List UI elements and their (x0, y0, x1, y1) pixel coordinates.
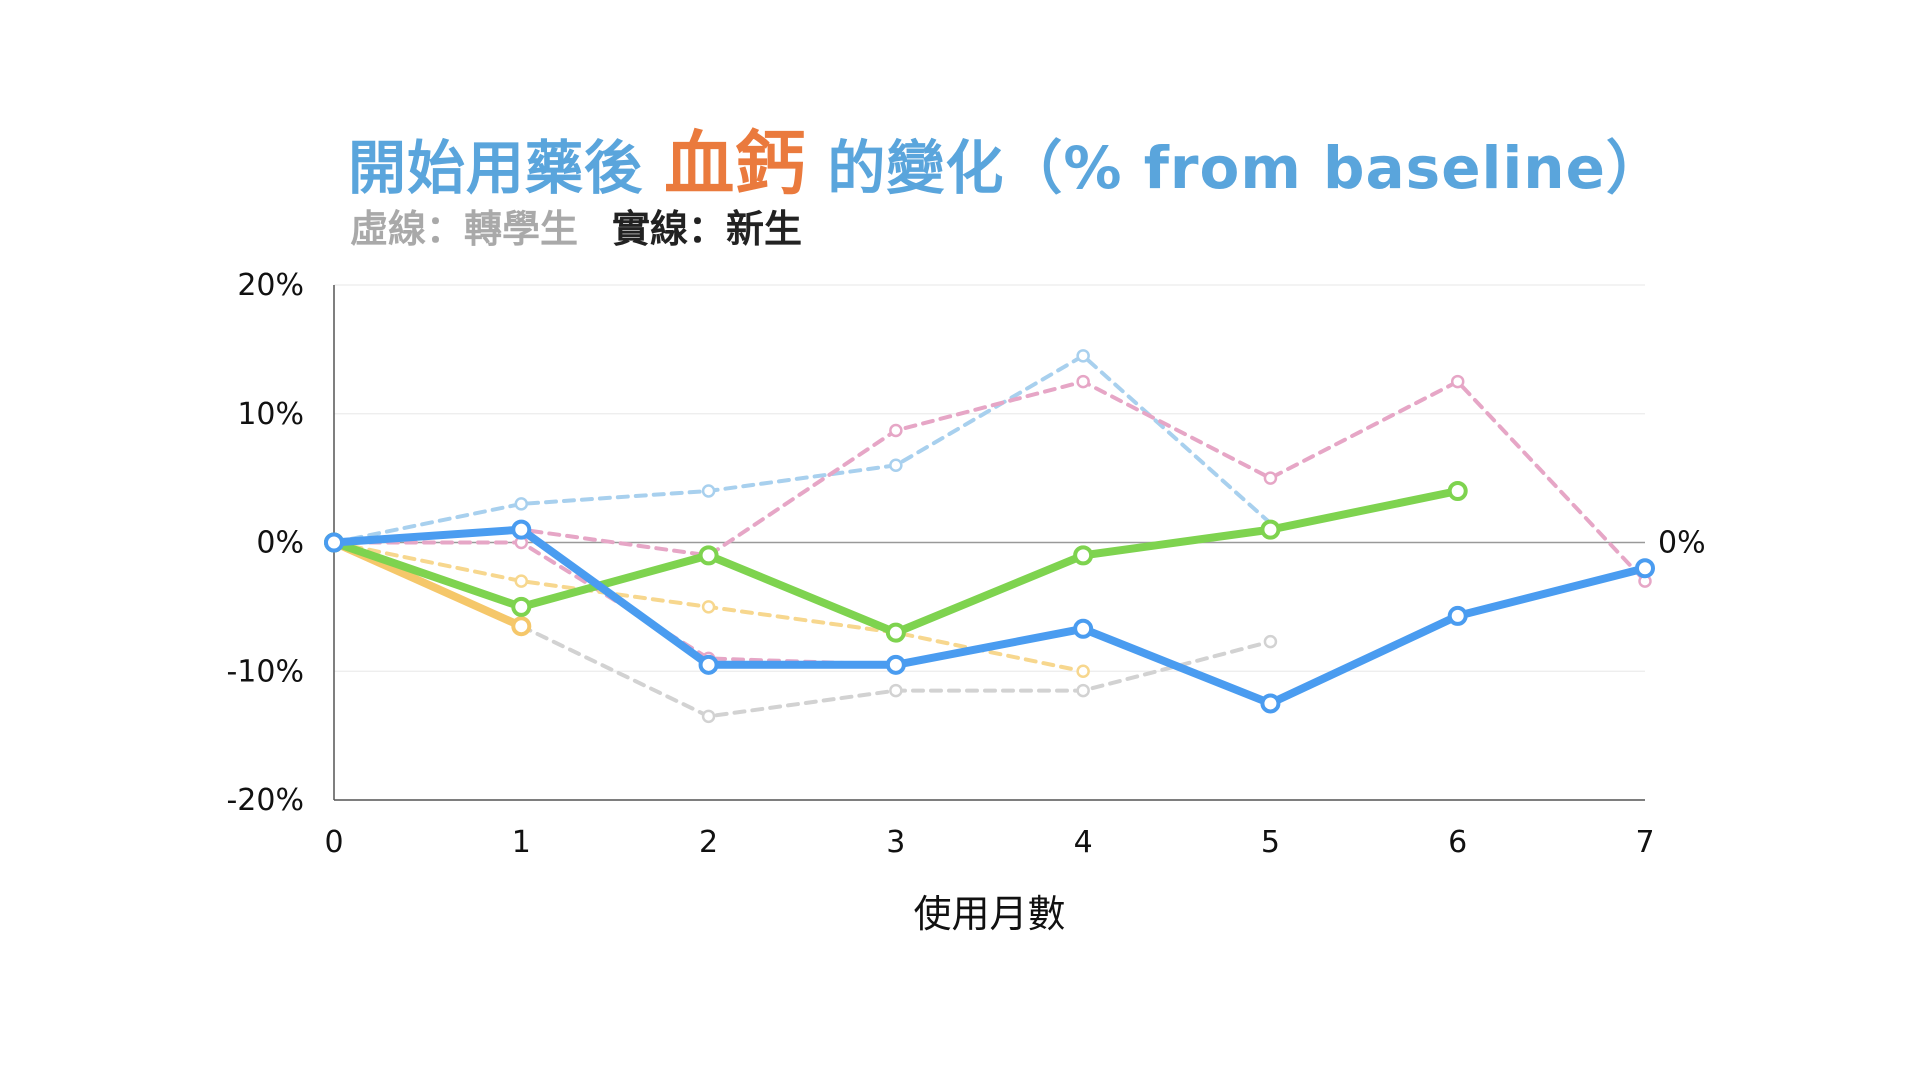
x-tick-label: 1 (512, 825, 531, 860)
series-group (324, 349, 1655, 724)
data-point (698, 654, 719, 675)
data-point (889, 683, 903, 698)
data-point (1073, 618, 1094, 639)
tick-labels: 20% 10% 0% -10% -20% 0 1 2 3 4 5 6 7 使用月數 0% (226, 268, 1705, 936)
zero-annotation: 0% (1658, 526, 1706, 561)
data-point (1076, 683, 1090, 698)
data-point (1260, 693, 1281, 714)
data-point (1447, 481, 1468, 501)
x-tick-label: 3 (886, 825, 905, 860)
solid-series (324, 519, 1655, 714)
data-point (514, 574, 529, 588)
data-point (1076, 349, 1090, 363)
data-point (1450, 374, 1465, 389)
dashed-series-line (332, 353, 1273, 545)
data-point (324, 532, 344, 553)
data-point (511, 596, 532, 617)
data-point (889, 423, 903, 438)
dashed-series (519, 624, 1278, 724)
title-prefix: 開始用藥後 (348, 134, 665, 202)
data-point (1263, 471, 1278, 485)
data-point (511, 616, 532, 637)
data-point (889, 458, 903, 472)
title-suffix: 的變化（% from baseline） (806, 134, 1665, 202)
chart-title: 開始用藥後 血鈣 的變化（% from baseline） (348, 108, 1665, 209)
data-point (1260, 519, 1281, 540)
dashed-series (327, 374, 1652, 588)
data-point (1263, 634, 1278, 649)
subtitle-dashed-label: 虛線：轉學生 (350, 207, 579, 251)
data-point (701, 709, 716, 724)
y-tick-label: 10% (237, 397, 304, 432)
x-tick-label: 7 (1635, 825, 1654, 860)
axes (333, 285, 1645, 801)
data-point (701, 484, 716, 498)
x-tick-label: 2 (699, 825, 718, 860)
x-tick-label: 0 (324, 825, 343, 860)
x-tick-label: 5 (1261, 825, 1280, 860)
subtitle-solid-label: 實線：新生 (612, 207, 803, 251)
solid-series-line (330, 487, 1462, 637)
y-tick-label: -20% (226, 783, 304, 818)
title-accent: 血鈣 (664, 123, 807, 205)
data-point (885, 654, 906, 675)
data-point (1447, 605, 1468, 626)
data-point (1076, 374, 1090, 389)
dashed-series-line (332, 540, 898, 667)
data-point (511, 519, 532, 540)
data-point (698, 545, 719, 566)
data-point (1073, 545, 1094, 566)
y-tick-label: -10% (226, 654, 304, 689)
chart-subtitle: 虛線：轉學生 實線：新生 (350, 198, 802, 253)
dashed-series-line (332, 379, 1647, 584)
data-point (1076, 664, 1090, 678)
x-axis-title: 使用月數 (913, 892, 1065, 936)
data-point (701, 600, 716, 614)
x-tick-label: 4 (1074, 825, 1093, 860)
y-tick-label: 20% (237, 268, 304, 303)
dashed-series (327, 349, 1273, 550)
data-point (885, 622, 906, 643)
x-tick-label: 6 (1448, 825, 1467, 860)
data-point (514, 497, 529, 511)
solid-series-line (330, 525, 1649, 708)
data-point (1635, 558, 1655, 579)
y-tick-label: 0% (256, 526, 304, 561)
